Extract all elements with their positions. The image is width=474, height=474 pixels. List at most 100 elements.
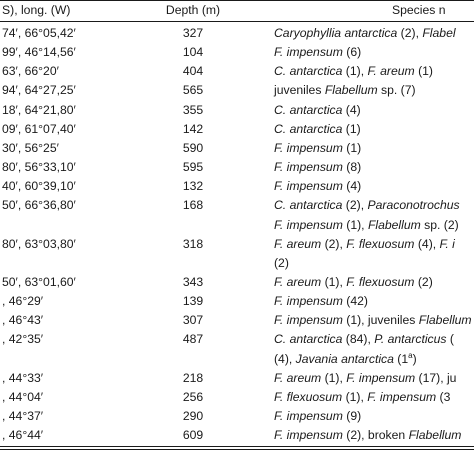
- cell-coordinates: 63′, 66°20′: [2, 64, 59, 79]
- species-text: (42): [342, 294, 368, 309]
- species-text: (: [446, 332, 454, 347]
- species-text: (2),: [342, 198, 368, 213]
- cell-coordinates: 74′, 66°05,42′: [2, 26, 76, 40]
- cell-depth: 168: [182, 198, 204, 213]
- species-text: (2): [274, 255, 289, 270]
- cell-coordinates: , 46°43′: [2, 313, 44, 328]
- species-name: F. areum: [274, 236, 322, 251]
- species-text: (1): [342, 140, 362, 155]
- cell-coordinates: 50′, 66°36,80′: [2, 198, 76, 213]
- cell-depth: 142: [182, 121, 204, 136]
- species-text: juveniles: [274, 83, 325, 98]
- header-rule: [0, 21, 474, 22]
- species-name: F. areum: [274, 370, 322, 385]
- cell-coordinates: 40′, 60°39,10′: [2, 179, 76, 194]
- species-text: (8): [342, 160, 362, 175]
- cell-species: F. areum (1), F. impensum (17), ju: [274, 370, 456, 386]
- species-name: F. i: [439, 236, 455, 251]
- cell-species: F. areum (1), F. flexuosum (2): [274, 274, 433, 290]
- cell-coordinates: 80′, 63°03,80′: [2, 236, 76, 251]
- species-name: F. impensum: [274, 313, 343, 328]
- cell-coordinates: , 46°44′: [2, 428, 44, 443]
- species-text: ): [412, 351, 417, 366]
- species-name: F. impensum: [346, 370, 416, 385]
- cell-depth: 307: [182, 313, 204, 328]
- cell-species: C. antarctica (1): [274, 121, 361, 137]
- species-name: Javania antarctica: [295, 351, 394, 366]
- cell-depth: 355: [182, 102, 204, 117]
- species-text: (1),: [342, 389, 368, 404]
- species-name: Caryophyllia antarctica: [274, 26, 398, 40]
- cell-species: F. areum (2), F. flexuosum (4), F. i: [274, 236, 455, 252]
- bottom-rule: [0, 446, 474, 447]
- cell-species: C. antarctica (84), P. antarcticus (: [274, 331, 454, 347]
- cell-species: F. impensum (1), Flabellum sp. (2): [274, 217, 459, 233]
- cell-species: (4), Javania antarctica (1a): [274, 351, 417, 367]
- cell-coordinates: , 42°35′: [2, 332, 44, 347]
- cell-species: F. impensum (1): [274, 140, 361, 156]
- species-text: (4): [342, 102, 361, 117]
- cell-depth: 565: [182, 83, 204, 98]
- cell-coordinates: 50′, 63°01,60′: [2, 274, 76, 289]
- species-text: sp. (2): [420, 217, 459, 232]
- cell-species: F. impensum (8): [274, 159, 361, 175]
- cell-coordinates: , 44°37′: [2, 409, 44, 423]
- cell-species: (2): [274, 255, 289, 271]
- cell-depth: 590: [182, 140, 204, 155]
- cell-depth: 343: [182, 274, 204, 289]
- header-depth: Depth (m): [165, 3, 221, 17]
- species-name: F. flexuosum: [346, 274, 415, 289]
- cell-species: F. impensum (1), juveniles Flabellum: [274, 312, 472, 328]
- species-name: C. antarctica: [274, 198, 343, 213]
- species-text: (2), broken: [342, 428, 409, 443]
- species-name: Paraconotrochus: [367, 198, 460, 213]
- cell-depth: 327: [182, 26, 204, 40]
- species-name: Flabel: [422, 26, 456, 40]
- cell-species: F. impensum (4): [274, 178, 361, 194]
- species-name: C. antarctica: [274, 64, 343, 79]
- header-species: Species n: [392, 3, 446, 17]
- species-text: sp. (7): [377, 83, 416, 98]
- cell-species: juveniles Flabellum sp. (7): [274, 82, 416, 98]
- species-name: F. impensum: [274, 217, 343, 232]
- cell-depth: 132: [182, 179, 204, 194]
- cell-depth: 609: [182, 428, 204, 443]
- species-name: Flabellum: [418, 313, 472, 328]
- species-name: F. areum: [367, 64, 415, 79]
- species-name: Flabellum: [367, 217, 421, 232]
- species-name: F. impensum: [274, 45, 343, 60]
- species-name: P. antarcticus: [374, 332, 447, 347]
- species-text: (17), ju: [415, 370, 457, 385]
- cell-depth: 290: [182, 409, 204, 423]
- species-name: F. flexuosum: [274, 389, 343, 404]
- cell-species: F. impensum (6): [274, 44, 361, 60]
- species-name: F. impensum: [274, 294, 343, 309]
- species-name: C. antarctica: [274, 102, 343, 117]
- species-text: (2),: [321, 236, 347, 251]
- species-name: F. impensum: [367, 389, 437, 404]
- cell-depth: 487: [182, 332, 204, 347]
- cell-species: F. impensum (9): [274, 408, 361, 424]
- species-text: (1),: [321, 370, 347, 385]
- species-text: (1),: [342, 64, 368, 79]
- cell-species: C. antarctica (4): [274, 102, 361, 118]
- cell-coordinates: 18′, 64°21,80′: [2, 102, 76, 117]
- bottom-rule-double: [0, 449, 474, 450]
- species-name: F. impensum: [274, 409, 343, 423]
- cell-species: F. flexuosum (1), F. impensum (3: [274, 389, 450, 405]
- cell-coordinates: 94′, 64°27,25′: [2, 83, 76, 98]
- species-text: (6): [342, 45, 362, 60]
- cell-depth: 139: [182, 294, 204, 309]
- cell-depth: 104: [182, 45, 204, 60]
- species-text: a: [408, 350, 413, 360]
- cell-species: F. impensum (2), broken Flabellum: [274, 427, 461, 443]
- species-text: (1): [342, 121, 361, 136]
- species-text: (9): [342, 409, 362, 423]
- cell-coordinates: 80′, 56°33,10′: [2, 160, 76, 175]
- cell-depth: 218: [182, 370, 204, 385]
- species-name: Flabellum: [324, 83, 378, 98]
- species-text: (1),: [321, 274, 347, 289]
- species-name: F. flexuosum: [346, 236, 415, 251]
- species-text: (84),: [342, 332, 375, 347]
